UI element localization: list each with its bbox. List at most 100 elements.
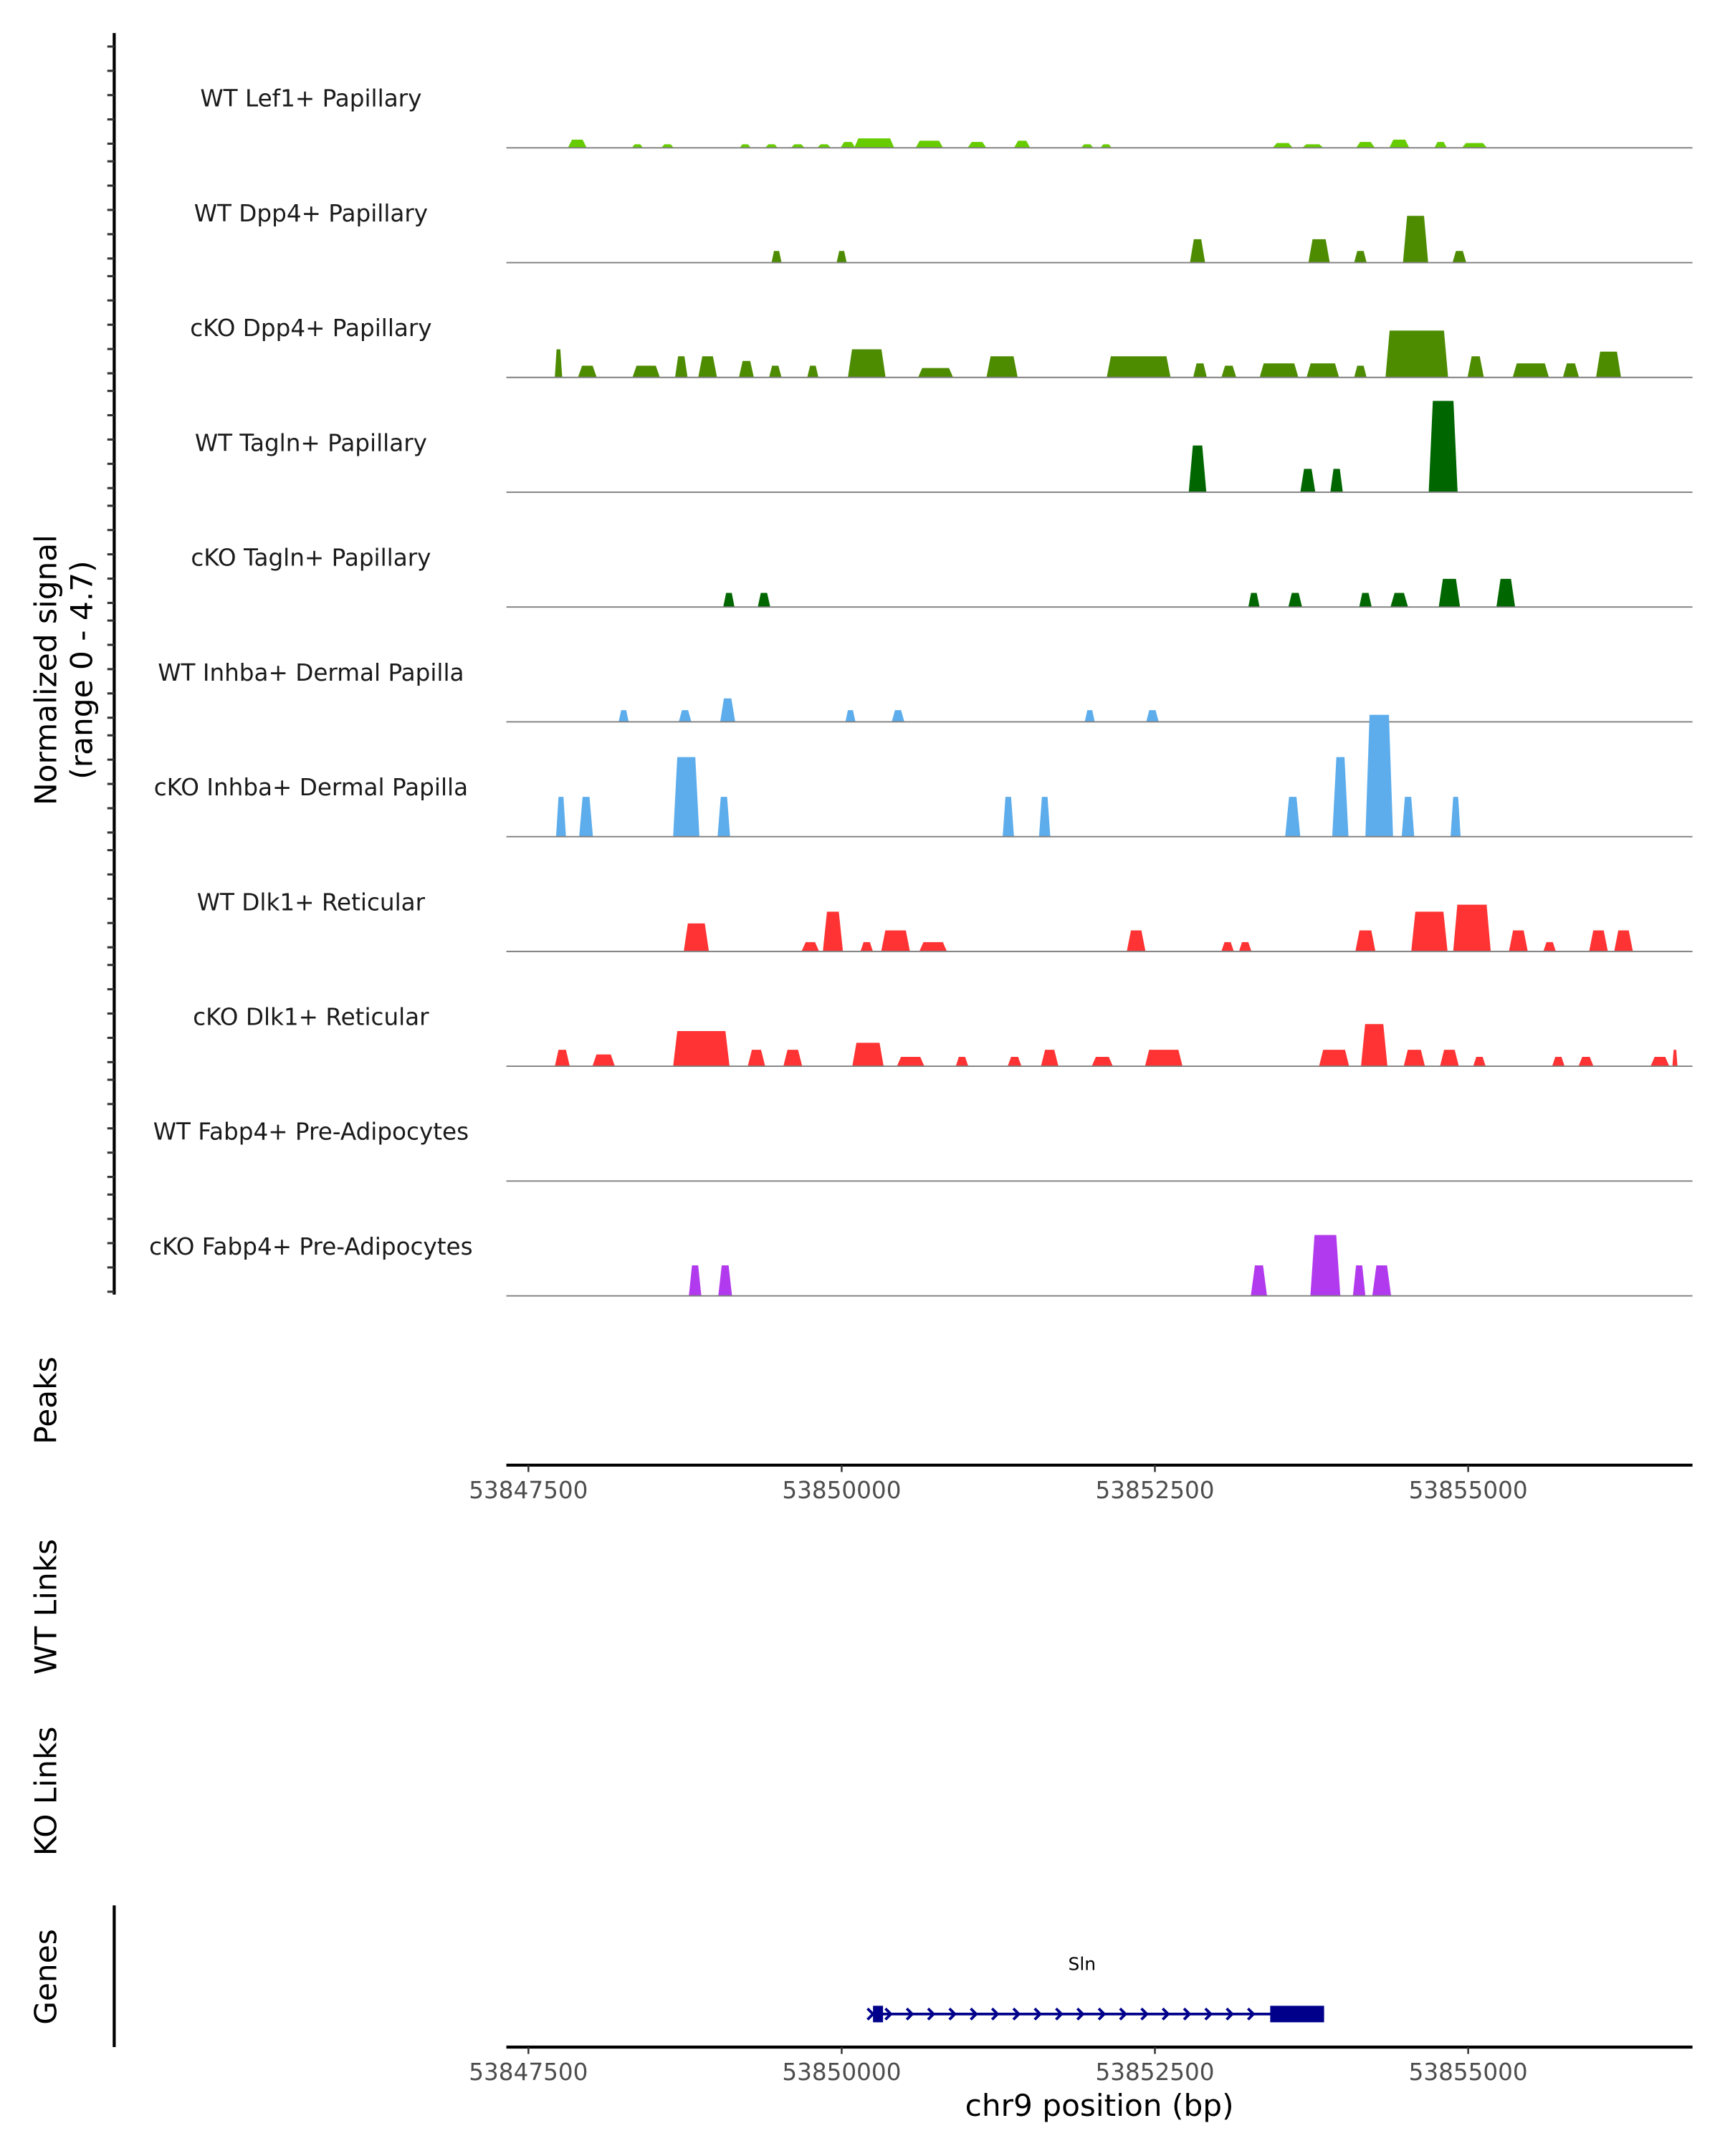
signal-tracks: WT Lef1+ Papillary WT Dpp4+ Papillary cKO … <box>149 85 1693 1297</box>
signal-peak <box>674 356 688 378</box>
track-label: WT Tagln+ Papillary <box>195 429 427 456</box>
strand-arrow-icon <box>884 2007 893 2021</box>
signal-peak <box>1543 942 1556 952</box>
signal-peak <box>817 144 831 148</box>
signal-peak <box>661 144 674 148</box>
strand-arrow-icon <box>1182 2007 1192 2021</box>
strand-arrow-icon <box>866 2007 875 2021</box>
track: cKO Tagln+ Papillary <box>191 545 1693 608</box>
signal-peak <box>1013 140 1031 148</box>
y-axis-title-line1: Normalized signal <box>29 535 64 805</box>
strand-arrow-icon <box>1246 2007 1256 2021</box>
signal-peak <box>1672 1050 1678 1067</box>
signal-peak <box>1385 330 1448 378</box>
signal-peak <box>679 710 692 722</box>
track-label: WT Inhba+ Dermal Papilla <box>158 659 464 686</box>
wt-links-label: WT Links <box>29 1539 64 1675</box>
signal-peak <box>1259 363 1299 378</box>
signal-peak <box>555 797 566 837</box>
signal-peak <box>1438 578 1461 608</box>
signal-peak <box>1596 351 1621 378</box>
y-axis-title-line2: (range 0 - 4.7) <box>64 560 100 779</box>
signal-peak <box>555 349 563 378</box>
signal-peak <box>555 1050 570 1067</box>
signal-peak <box>632 365 660 378</box>
signal-peak <box>718 1265 732 1296</box>
signal-peak <box>1221 365 1237 378</box>
signal-peak <box>845 710 856 722</box>
track-label: cKO Inhba+ Dermal Papilla <box>154 774 468 801</box>
signal-peak <box>1451 797 1461 837</box>
signal-peak <box>769 365 782 378</box>
signal-peak <box>1221 942 1234 952</box>
signal-peak <box>1084 710 1095 722</box>
signal-peak <box>1452 251 1466 263</box>
signal-peak <box>1310 1235 1341 1296</box>
signal-peak <box>1081 144 1094 148</box>
signal-peak <box>823 911 844 952</box>
signal-peak <box>1578 1056 1594 1067</box>
signal-peak <box>1251 1265 1267 1296</box>
signal-peak <box>673 757 699 837</box>
signal-peak <box>1440 1050 1459 1067</box>
signal-peak <box>698 356 717 378</box>
strand-arrow-icon <box>1012 2007 1021 2021</box>
signal-peak <box>1145 1050 1183 1067</box>
signal-peak <box>840 142 856 148</box>
signal-peak <box>673 1031 730 1067</box>
signal-peak <box>836 251 847 263</box>
track: WT Dpp4+ Papillary <box>194 200 1693 264</box>
x-axis-peaks: 53847500 53850000 53852500 53855000 <box>469 1465 1528 1504</box>
strand-arrow-icon <box>927 2007 936 2021</box>
signal-peak <box>1354 365 1367 378</box>
signal-peak <box>897 1056 924 1067</box>
signal-peak <box>955 1056 969 1067</box>
signal-peak <box>1354 251 1367 263</box>
signal-peak <box>968 142 987 148</box>
signal-peak <box>740 144 751 148</box>
x-tick-label: 53847500 <box>469 2059 588 2086</box>
signal-peak <box>1008 1056 1022 1067</box>
signal-peak <box>747 1050 765 1067</box>
signal-peak <box>860 942 874 952</box>
x-tick-label: 53847500 <box>469 1477 588 1504</box>
x-axis-genes: 53847500 53850000 53852500 53855000 <box>469 2046 1528 2086</box>
signal-peak <box>723 593 735 608</box>
signal-peak <box>1300 469 1316 492</box>
track: cKO Fabp4+ Pre-Adipocytes <box>149 1233 1693 1297</box>
signal-peak <box>1288 593 1302 608</box>
signal-peak <box>720 698 735 722</box>
y-axis-title-group: Normalized signal (range 0 - 4.7) <box>29 535 100 805</box>
signal-peak <box>1614 930 1633 952</box>
signal-peak <box>848 349 886 378</box>
signal-peak <box>1496 578 1516 608</box>
strand-arrow-icon <box>1226 2007 1234 2021</box>
signal-peak <box>1453 904 1491 952</box>
signal-peak <box>689 1265 702 1296</box>
signal-peak <box>578 365 597 378</box>
track: WT Fabp4+ Pre-Adipocytes <box>153 1118 1693 1182</box>
signal-peak <box>854 138 894 148</box>
signal-peak <box>1091 1056 1113 1067</box>
signal-peak <box>1100 144 1112 148</box>
signal-peak <box>1552 1056 1565 1067</box>
signal-peak <box>758 593 770 608</box>
track: WT Inhba+ Dermal Papilla <box>158 659 1693 723</box>
gene-track: Sln <box>866 1953 1324 2023</box>
signal-peak <box>892 710 904 722</box>
strand-arrow-icon <box>1161 2007 1170 2021</box>
gene-exon <box>1270 2006 1324 2023</box>
signal-peak <box>1319 1050 1349 1067</box>
strand-arrow-icon <box>1204 2007 1213 2021</box>
signal-peak <box>579 797 593 837</box>
signal-peak <box>852 1043 884 1067</box>
signal-peak <box>1509 930 1528 952</box>
signal-peak <box>1403 216 1428 263</box>
signal-peak <box>1332 757 1349 837</box>
track-label: WT Lef1+ Papillary <box>200 85 421 112</box>
signal-peak <box>631 144 644 148</box>
track: WT Dlk1+ Reticular <box>197 888 1693 952</box>
signal-peak <box>684 923 710 952</box>
strand-arrow-icon <box>905 2007 914 2021</box>
strand-arrow-icon <box>1033 2007 1043 2021</box>
